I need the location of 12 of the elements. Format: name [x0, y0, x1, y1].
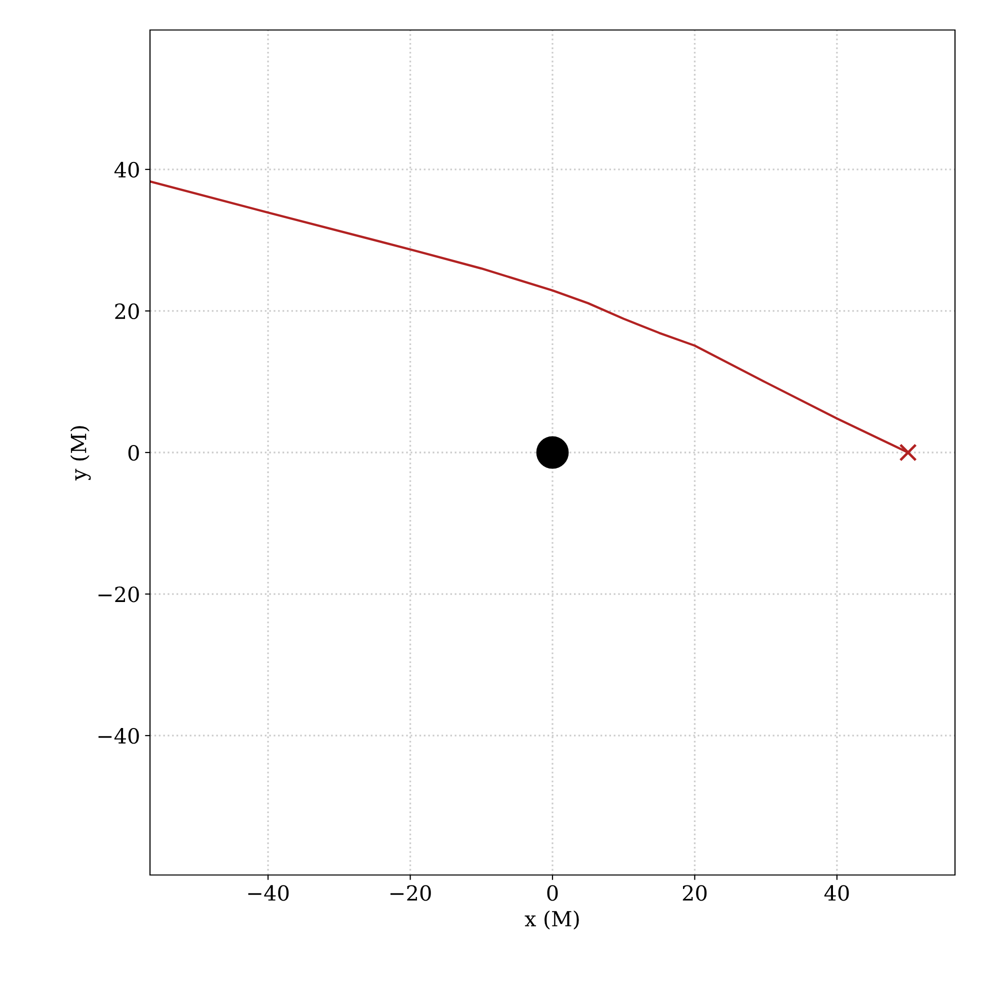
x-tick-label: 20 [682, 885, 707, 901]
x-tick-label: −20 [390, 885, 431, 901]
x-tick-label: 0 [547, 885, 558, 901]
y-axis-title: y (M) [70, 426, 91, 481]
y-tick-label: −20 [98, 586, 139, 602]
x-tick-label: −40 [248, 885, 289, 901]
x-axis-title: x (M) [524, 910, 579, 930]
x-tick-label: 40 [824, 885, 849, 901]
y-tick-label: −40 [98, 728, 139, 744]
y-tick-label: 20 [115, 303, 139, 320]
y-tick-label: 0 [128, 444, 139, 461]
y-tick-label: 40 [114, 162, 139, 178]
